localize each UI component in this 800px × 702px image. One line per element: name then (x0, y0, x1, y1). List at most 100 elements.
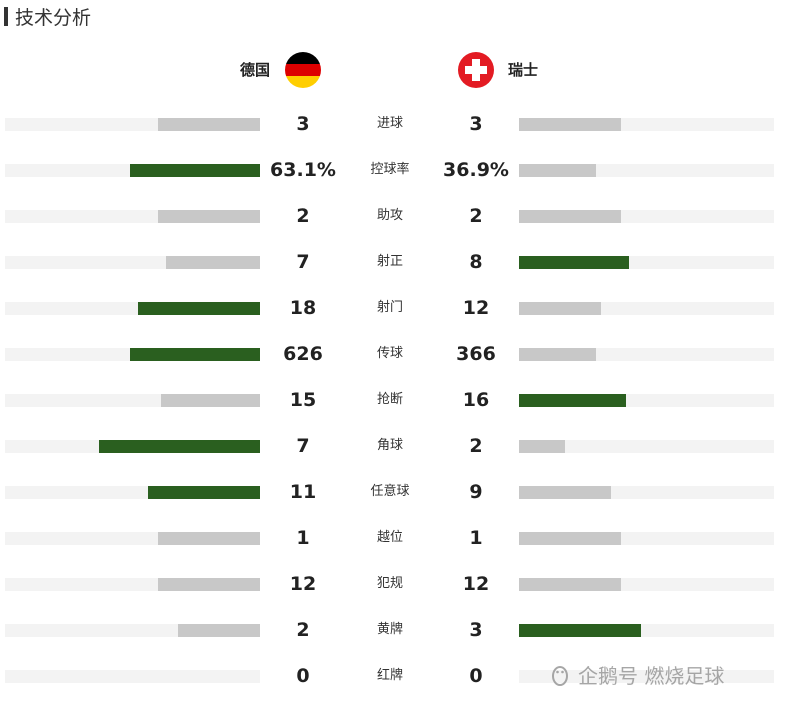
away-value: 16 (462, 389, 490, 411)
watermark: 企鹅号 燃烧足球 (548, 660, 724, 689)
away-bar (519, 164, 596, 177)
away-bar (519, 440, 565, 453)
home-bar (130, 348, 260, 361)
home-value: 11 (289, 481, 317, 503)
away-value: 3 (469, 619, 483, 641)
away-bar (519, 256, 629, 269)
away-bar (519, 348, 596, 361)
away-bar-track (519, 118, 774, 131)
away-bar (519, 578, 621, 591)
away-bar-track (519, 486, 774, 499)
stat-label: 黄牌 (376, 622, 403, 637)
watermark-text: 企鹅号 燃烧足球 (578, 664, 725, 688)
home-value: 0 (296, 665, 310, 687)
home-bar-track (5, 486, 260, 499)
stat-label: 进球 (376, 116, 403, 131)
home-bar-track (5, 256, 260, 269)
away-value: 3 (469, 113, 483, 135)
home-value: 3 (296, 113, 310, 135)
home-bar-track (5, 164, 260, 177)
stat-label: 抢断 (376, 392, 403, 407)
title-accent-bar (4, 6, 8, 26)
away-bar (519, 118, 621, 131)
stat-label: 射门 (376, 300, 403, 315)
home-bar-track (5, 118, 260, 131)
stat-label: 控球率 (370, 162, 410, 177)
home-bar-track (5, 440, 260, 453)
home-bar (178, 624, 260, 637)
stat-row: 15 抢断 16 (0, 386, 800, 414)
away-value: 8 (469, 251, 483, 273)
stat-label: 任意球 (370, 484, 410, 499)
home-value: 2 (296, 205, 310, 227)
home-value: 2 (296, 619, 310, 641)
stat-row: 1 越位 1 (0, 524, 800, 552)
stat-row: 63.1% 控球率 36.9% (0, 156, 800, 184)
away-bar-track (519, 578, 774, 591)
germany-flag-icon (285, 52, 321, 88)
away-bar (519, 394, 626, 407)
stat-row: 626 传球 366 (0, 340, 800, 368)
home-bar-track (5, 394, 260, 407)
home-bar (130, 164, 260, 177)
away-bar (519, 486, 611, 499)
home-bar (158, 532, 260, 545)
away-bar-track (519, 164, 774, 177)
stat-row: 18 射门 12 (0, 294, 800, 322)
away-value: 36.9% (443, 159, 509, 181)
home-bar (99, 440, 260, 453)
home-bar (158, 578, 260, 591)
section-title: 技术分析 (4, 2, 91, 30)
away-bar (519, 210, 621, 223)
stat-row: 2 助攻 2 (0, 202, 800, 230)
away-bar-track (519, 624, 774, 637)
home-bar-track (5, 624, 260, 637)
away-bar (519, 302, 601, 315)
away-value: 9 (469, 481, 483, 503)
away-team-name: 瑞士 (508, 61, 539, 79)
home-value: 626 (283, 343, 323, 365)
away-value: 12 (462, 573, 490, 595)
home-value: 7 (296, 435, 310, 457)
stat-row: 2 黄牌 3 (0, 616, 800, 644)
away-bar-track (519, 394, 774, 407)
home-bar (158, 210, 260, 223)
away-bar-track (519, 210, 774, 223)
home-bar-track (5, 670, 260, 683)
home-bar (158, 118, 260, 131)
stat-label: 角球 (376, 438, 403, 453)
away-bar-track (519, 348, 774, 361)
away-bar (519, 624, 641, 637)
away-bar-track (519, 256, 774, 269)
away-value: 2 (469, 205, 483, 227)
away-bar (519, 532, 621, 545)
away-bar-track (519, 302, 774, 315)
home-bar-track (5, 348, 260, 361)
title-text: 技术分析 (15, 6, 92, 29)
stat-row: 3 进球 3 (0, 110, 800, 138)
away-value: 366 (456, 343, 496, 365)
home-value: 7 (296, 251, 310, 273)
home-bar (161, 394, 260, 407)
home-value: 63.1% (270, 159, 336, 181)
away-bar-track (519, 670, 774, 683)
home-bar (138, 302, 260, 315)
stat-label: 传球 (376, 346, 403, 361)
stat-row: 12 犯规 12 (0, 570, 800, 598)
home-value: 18 (289, 297, 317, 319)
home-bar-track (5, 532, 260, 545)
away-value: 1 (469, 527, 483, 549)
away-value: 2 (469, 435, 483, 457)
switzerland-flag-icon (458, 52, 494, 88)
stat-row: 0 红牌 0 (0, 662, 800, 690)
away-bar-track (519, 440, 774, 453)
home-bar (148, 486, 260, 499)
home-value: 1 (296, 527, 310, 549)
home-bar-track (5, 302, 260, 315)
home-bar-track (5, 578, 260, 591)
stat-label: 越位 (376, 530, 403, 545)
home-value: 12 (289, 573, 317, 595)
stat-label: 犯规 (376, 576, 403, 591)
stat-row: 11 任意球 9 (0, 478, 800, 506)
stat-row: 7 角球 2 (0, 432, 800, 460)
